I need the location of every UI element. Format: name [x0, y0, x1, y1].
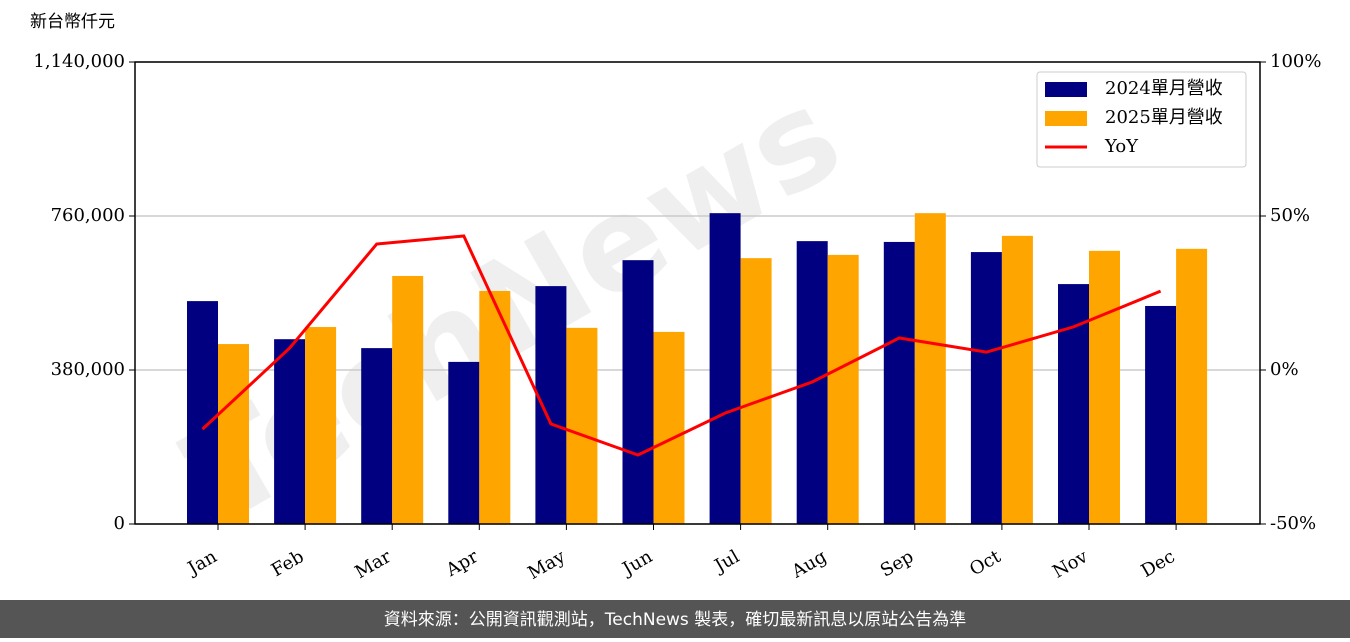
bar — [187, 301, 218, 524]
x-tick-label: Apr — [442, 546, 482, 581]
legend-swatch — [1045, 111, 1087, 126]
bar — [535, 286, 567, 524]
bar — [361, 348, 393, 524]
x-tick-label: Sep — [877, 546, 917, 581]
bar — [448, 361, 480, 524]
bar — [566, 327, 598, 524]
x-tick-label: Jul — [710, 546, 744, 578]
bar — [709, 213, 741, 525]
y-tick-label: 0 — [114, 513, 125, 534]
y2-tick-label: -50% — [1270, 513, 1316, 534]
legend-box — [1036, 71, 1247, 168]
x-tick-label: Aug — [788, 546, 831, 583]
bar — [274, 339, 306, 524]
yoy-line — [201, 234, 1162, 457]
x-tick-label: May — [524, 546, 569, 584]
bar — [1145, 305, 1177, 524]
x-tick-label: Nov — [1049, 546, 1092, 583]
y2-tick-label: 50% — [1270, 205, 1310, 226]
bar — [970, 252, 1002, 524]
legend-swatch — [1045, 82, 1087, 97]
legend-label: 2024單月營收 — [1105, 78, 1223, 99]
bar — [392, 275, 424, 524]
footer-bar — [0, 600, 1350, 638]
bar — [653, 331, 685, 524]
bar — [1089, 250, 1120, 524]
bar — [622, 260, 654, 524]
plot-frame — [134, 61, 1261, 525]
y-axis-label: 新台幣仟元 — [30, 12, 115, 32]
y2-tick-label: 100% — [1270, 51, 1321, 72]
x-tick-label: Mar — [351, 546, 395, 583]
legend-label: YoY — [1104, 136, 1139, 157]
x-tick-label: Oct — [966, 546, 1005, 581]
bar — [305, 327, 337, 524]
x-tick-label: Jan — [183, 546, 221, 580]
bar — [1058, 284, 1089, 524]
x-tick-label: Jun — [617, 546, 656, 581]
legend-label: 2025單月營收 — [1105, 107, 1223, 128]
bar — [218, 344, 249, 524]
bar — [479, 290, 511, 524]
bar — [914, 213, 946, 525]
y-tick-label: 380,000 — [51, 359, 125, 380]
x-tick-label: Feb — [268, 546, 308, 581]
bar — [1001, 235, 1033, 524]
y-tick-label: 1,140,000 — [33, 51, 125, 72]
bar — [883, 241, 915, 525]
footer-text: 資料來源：公開資訊觀測站，TechNews 製表，確切最新訊息以原站公告為準 — [384, 610, 966, 630]
y2-tick-label: 0% — [1270, 359, 1299, 380]
x-tick-label: Dec — [1138, 546, 1179, 582]
bar — [827, 254, 859, 524]
y-tick-label: 760,000 — [51, 205, 125, 226]
bar — [1176, 248, 1208, 525]
bar — [740, 258, 772, 524]
